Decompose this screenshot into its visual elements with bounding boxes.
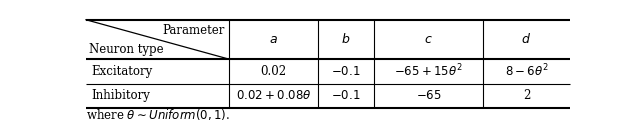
Text: Parameter: Parameter (163, 24, 225, 37)
Text: $-65 + 15\theta^2$: $-65 + 15\theta^2$ (394, 63, 463, 80)
Text: Inhibitory: Inhibitory (91, 89, 150, 102)
Text: where $\theta \sim \mathit{Uniform}(0, 1)$.: where $\theta \sim \mathit{Uniform}(0, 1… (86, 107, 230, 122)
Text: 0.02: 0.02 (260, 65, 287, 78)
Text: $c$: $c$ (424, 33, 433, 46)
Text: $b$: $b$ (342, 32, 351, 46)
Text: $-0.1$: $-0.1$ (332, 89, 361, 102)
Text: $0.02 + 0.08\theta$: $0.02 + 0.08\theta$ (236, 89, 312, 102)
Text: $8 - 6\theta^2$: $8 - 6\theta^2$ (504, 63, 548, 80)
Text: $-0.1$: $-0.1$ (332, 65, 361, 78)
Text: $-65$: $-65$ (415, 89, 442, 102)
Text: $a$: $a$ (269, 33, 278, 46)
Text: $d$: $d$ (522, 32, 531, 46)
Text: Excitatory: Excitatory (91, 65, 152, 78)
Text: 2: 2 (523, 89, 530, 102)
Text: Neuron type: Neuron type (89, 43, 164, 56)
